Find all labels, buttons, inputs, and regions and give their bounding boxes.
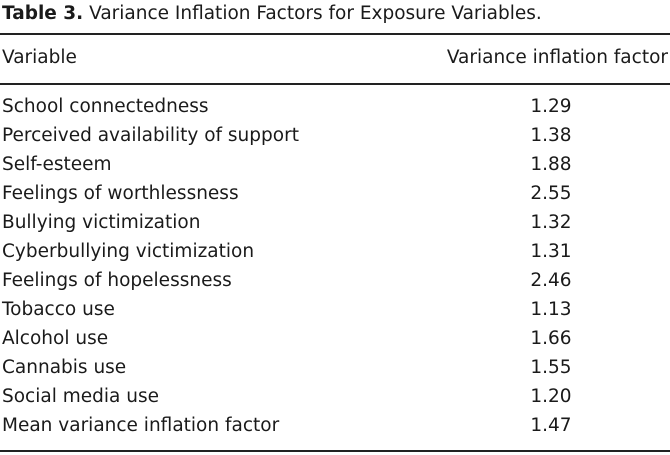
row-vif: 1.38	[530, 125, 572, 146]
row-vif: 1.32	[530, 212, 572, 233]
table-row: Tobacco use 1.13	[0, 298, 670, 327]
row-vif: 1.31	[530, 241, 572, 262]
table-caption: Table 3. Variance Inflation Factors for …	[2, 3, 542, 25]
row-variable: Alcohol use	[2, 328, 109, 349]
row-variable: Perceived availability of support	[2, 125, 299, 146]
row-variable: Social media use	[2, 386, 159, 407]
row-vif: 2.46	[530, 270, 572, 291]
row-vif: 1.66	[530, 328, 572, 349]
table-row: Self-esteem 1.88	[0, 153, 670, 182]
table-row: Social media use 1.20	[0, 385, 670, 414]
row-variable: Cannabis use	[2, 357, 127, 378]
row-variable: Bullying victimization	[2, 212, 201, 233]
header-rule	[0, 83, 670, 85]
table-row: School connectedness 1.29	[0, 95, 670, 124]
table-caption-label: Table 3.	[2, 3, 84, 24]
row-vif: 2.55	[530, 183, 572, 204]
table-row: Bullying victimization 1.32	[0, 211, 670, 240]
row-vif: 1.55	[530, 357, 572, 378]
bottom-rule	[0, 450, 670, 452]
column-header-variable: Variable	[2, 47, 77, 68]
table-row: Feelings of hopelessness 2.46	[0, 269, 670, 298]
row-vif: 1.20	[530, 386, 572, 407]
row-variable: Feelings of worthlessness	[2, 183, 239, 204]
row-variable: Self-esteem	[2, 154, 112, 175]
row-vif: 1.29	[530, 96, 572, 117]
table-row: Cannabis use 1.55	[0, 356, 670, 385]
table-row: Alcohol use 1.66	[0, 327, 670, 356]
table-caption-text: Variance Inflation Factors for Exposure …	[89, 3, 542, 24]
table-row: Perceived availability of support 1.38	[0, 124, 670, 153]
row-variable: Tobacco use	[2, 299, 115, 320]
top-rule	[0, 33, 670, 35]
row-vif: 1.47	[530, 415, 572, 436]
table-row: Feelings of worthlessness 2.55	[0, 182, 670, 211]
table-body: School connectedness 1.29 Perceived avai…	[0, 95, 670, 443]
row-variable: School connectedness	[2, 96, 209, 117]
column-header-vif: Variance inflation factor	[446, 47, 668, 68]
row-vif: 1.88	[530, 154, 572, 175]
row-vif: 1.13	[530, 299, 572, 320]
row-variable: Feelings of hopelessness	[2, 270, 232, 291]
row-variable: Mean variance inflation factor	[2, 415, 280, 436]
table-row: Cyberbullying victimization 1.31	[0, 240, 670, 269]
row-variable: Cyberbullying victimization	[2, 241, 255, 262]
table-row: Mean variance inflation factor 1.47	[0, 414, 670, 443]
